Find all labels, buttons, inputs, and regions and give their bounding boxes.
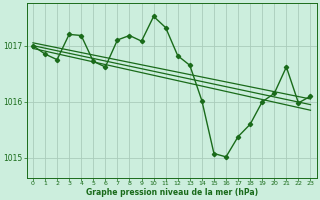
X-axis label: Graphe pression niveau de la mer (hPa): Graphe pression niveau de la mer (hPa) <box>86 188 258 197</box>
